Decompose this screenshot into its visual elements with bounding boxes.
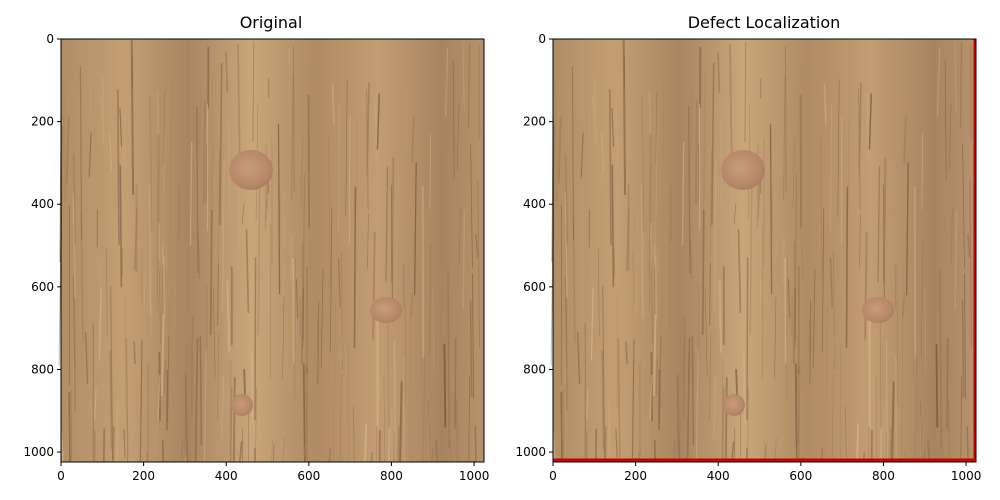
y-tick-label: 0 xyxy=(46,32,54,46)
x-tick-label: 600 xyxy=(297,469,320,483)
wood-image xyxy=(550,38,977,463)
y-tick-label: 800 xyxy=(523,362,546,376)
x-tick-label: 200 xyxy=(624,469,647,483)
x-tick-label: 1000 xyxy=(951,469,982,483)
panel-title: Defect Localization xyxy=(688,13,841,32)
x-tick-label: 1000 xyxy=(459,469,490,483)
x-tick-label: 400 xyxy=(215,469,238,483)
panel-defect-localization: Defect Localization 0 200 400 600 800 1000 0 2… xyxy=(515,13,981,483)
x-tick-label: 400 xyxy=(707,469,730,483)
y-tick-label: 0 xyxy=(538,32,546,46)
y-tick-label: 200 xyxy=(523,115,546,129)
x-tick-label: 800 xyxy=(380,469,403,483)
axes-frame xyxy=(552,38,977,463)
x-axis: 0 200 400 600 800 1000 xyxy=(57,462,489,483)
axes-frame xyxy=(60,38,485,463)
y-tick-label: 400 xyxy=(523,197,546,211)
y-tick-label: 800 xyxy=(31,362,54,376)
y-tick-label: 600 xyxy=(523,280,546,294)
x-tick-label: 200 xyxy=(132,469,155,483)
y-tick-label: 600 xyxy=(31,280,54,294)
y-tick-label: 400 xyxy=(31,197,54,211)
panel-original: Original 0 200 400 600 800 1000 0 200 400 600 800… xyxy=(23,13,489,483)
x-tick-label: 600 xyxy=(789,469,812,483)
x-tick-label: 800 xyxy=(872,469,895,483)
x-axis: 0 200 400 600 800 1000 xyxy=(549,462,981,483)
x-tick-label: 0 xyxy=(57,469,65,483)
y-tick-label: 1000 xyxy=(23,445,54,459)
y-axis: 0 200 400 600 800 1000 xyxy=(23,32,61,459)
x-tick-label: 0 xyxy=(549,469,557,483)
wood-image xyxy=(58,38,485,463)
panel-title: Original xyxy=(240,13,303,32)
y-tick-label: 200 xyxy=(31,115,54,129)
y-axis: 0 200 400 600 800 1000 xyxy=(515,32,553,459)
y-tick-label: 1000 xyxy=(515,445,546,459)
